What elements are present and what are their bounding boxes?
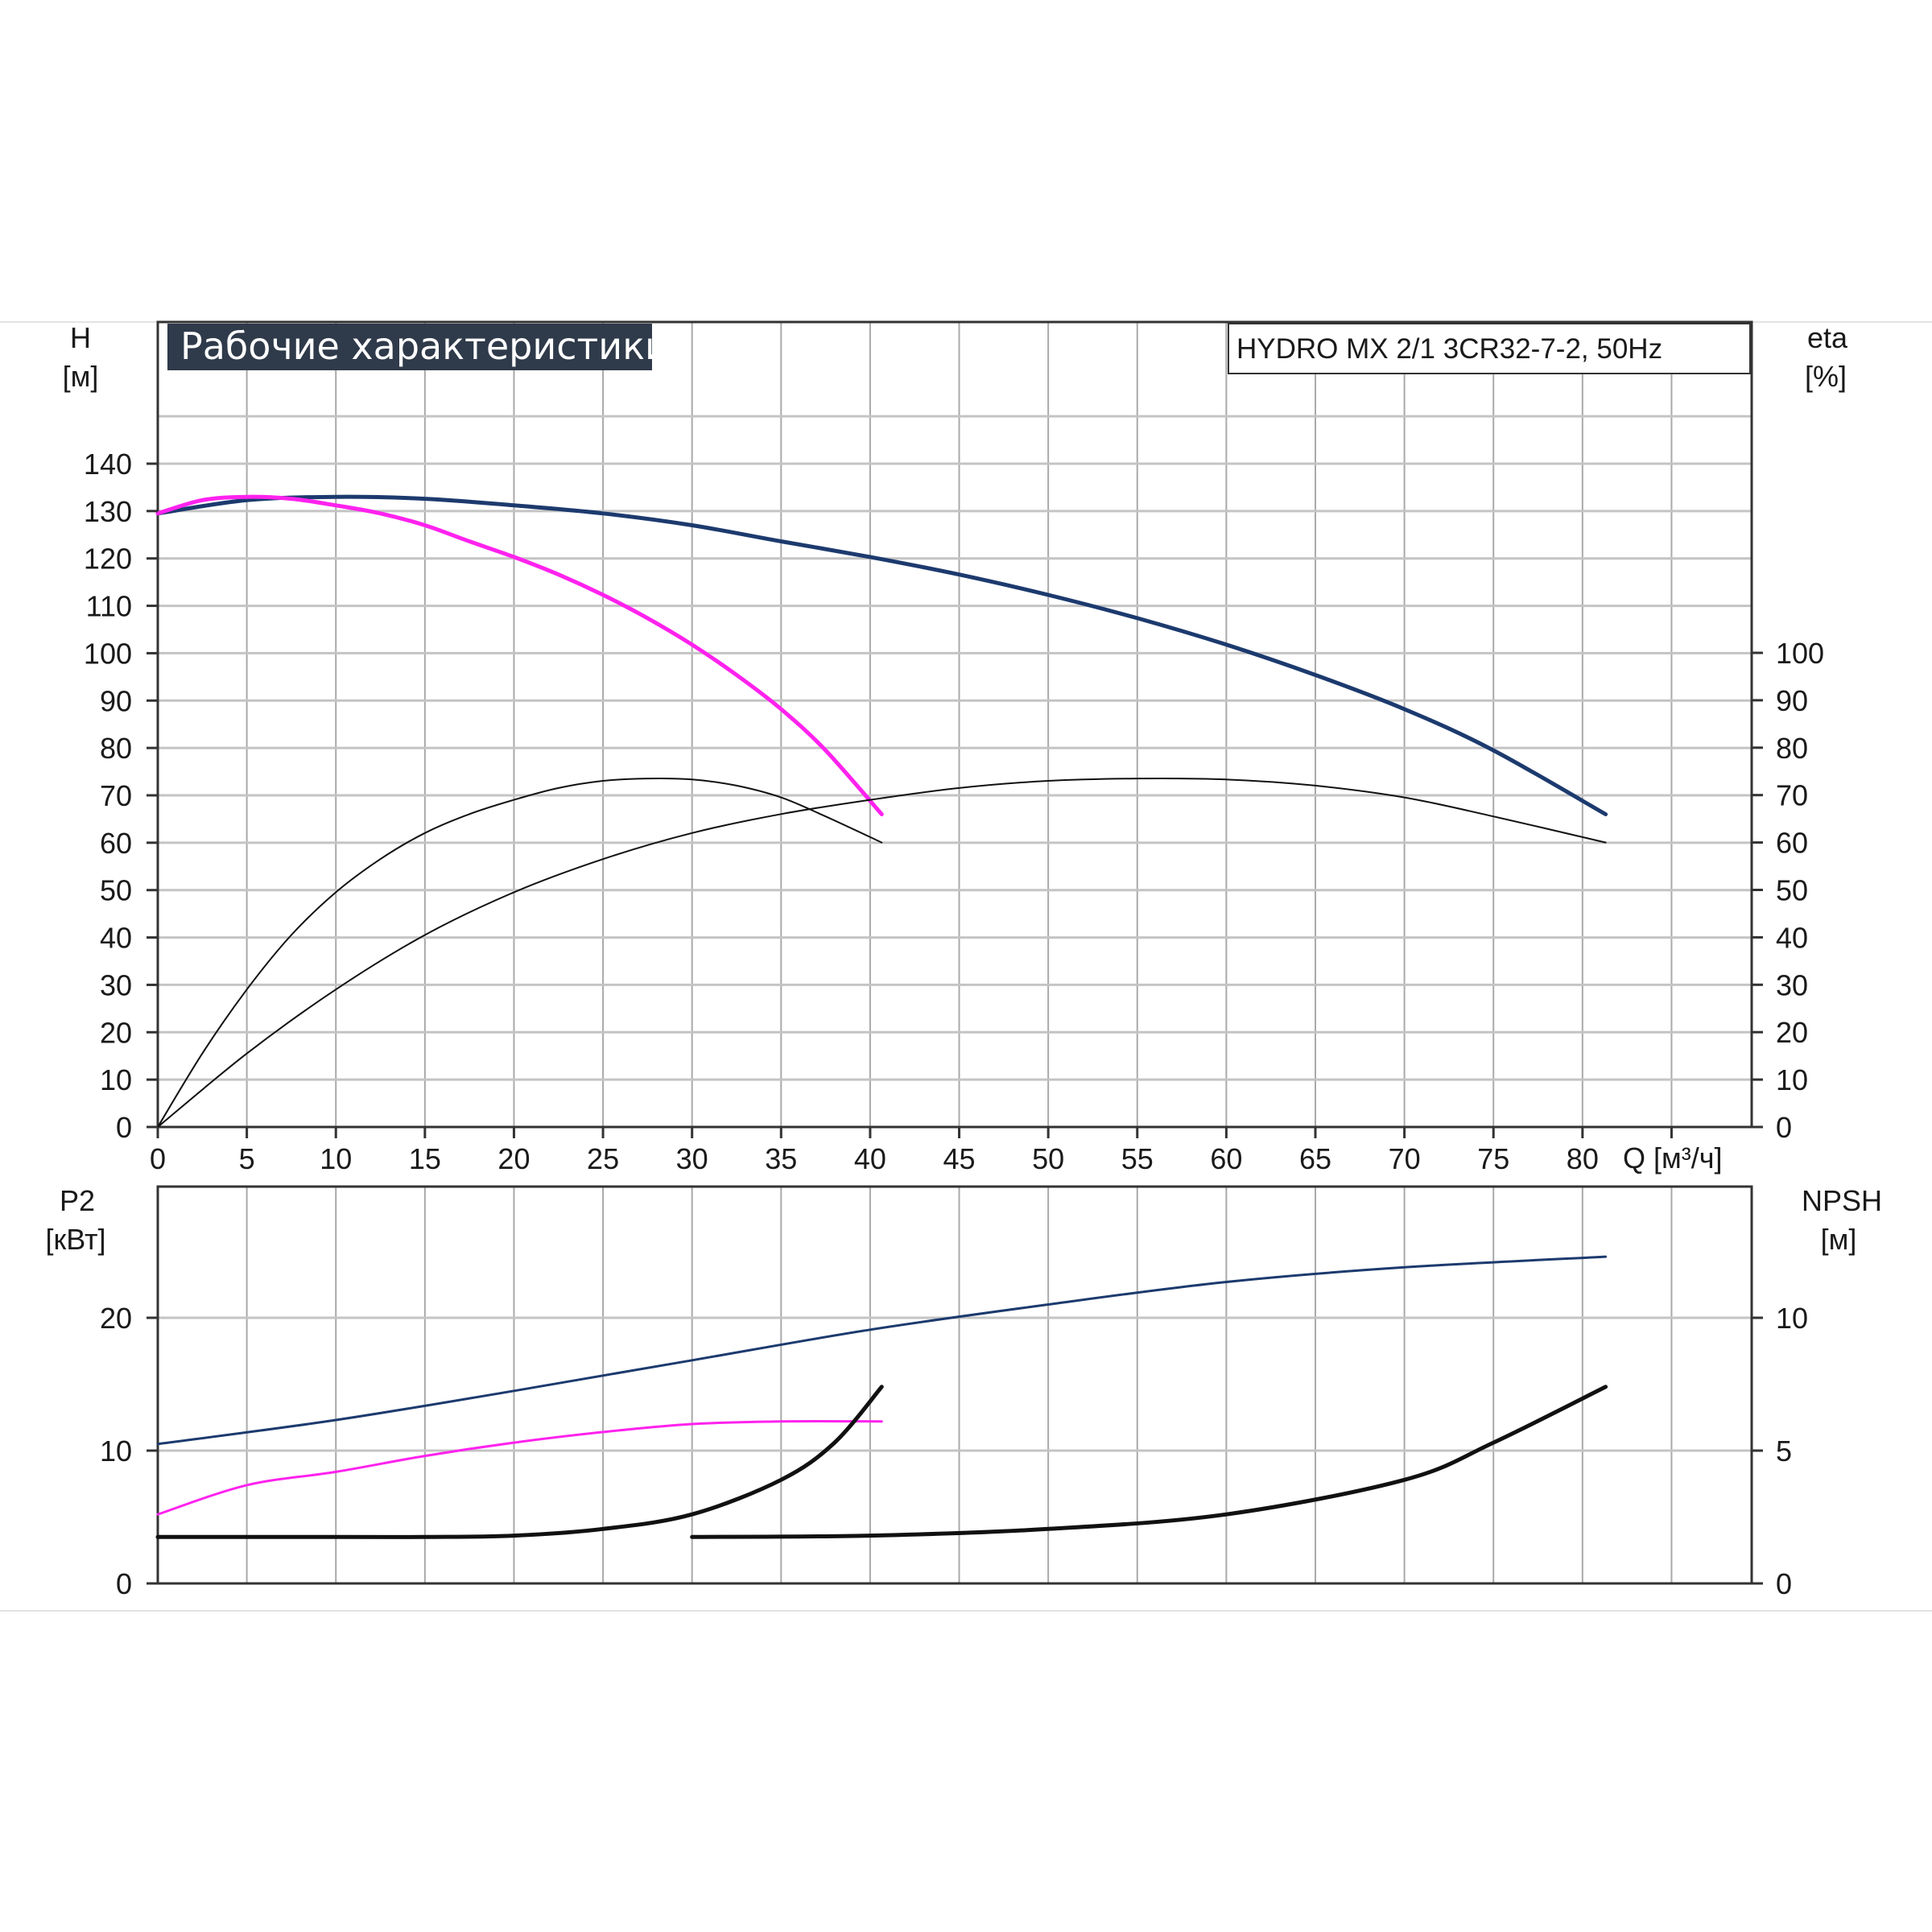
- h-tick-label: 90: [100, 684, 132, 717]
- q-tick-label: 65: [1299, 1142, 1331, 1175]
- q-tick-label: 40: [854, 1142, 886, 1175]
- bottom-series-group: [155, 1255, 1608, 1539]
- q-tick-label: 20: [497, 1142, 530, 1175]
- bottom-plot-frame: [156, 1185, 1753, 1585]
- eta-tick-label: 60: [1776, 827, 1808, 860]
- bottom-series-line: [690, 1385, 1608, 1539]
- power-npsh-panel: 0 10 20 0 5 10 P2 [кВт] NPSH [м]: [45, 1184, 1882, 1600]
- p2-axis-unit: [кВт]: [45, 1223, 105, 1256]
- h-tick-label: 0: [116, 1111, 132, 1144]
- npsh-axis-label: NPSH: [1802, 1184, 1882, 1217]
- h-axis-label: H: [70, 321, 91, 354]
- npsh-tick-label: 0: [1776, 1567, 1792, 1600]
- h-tick-label: 30: [100, 968, 132, 1001]
- h-tick-label: 70: [100, 779, 132, 812]
- eta-axis-unit: [%]: [1805, 360, 1847, 393]
- eta-tick-label: 90: [1776, 684, 1808, 717]
- eta-tick-label: 100: [1776, 637, 1824, 670]
- q-tick-label: 5: [239, 1142, 255, 1175]
- h-tick-label: 10: [100, 1063, 132, 1096]
- q-tick-label: 15: [409, 1142, 441, 1175]
- chart-title: Рабочие характеристики: [180, 324, 669, 368]
- eta-tick-label: 40: [1776, 921, 1808, 954]
- top-vertical-grid: [246, 322, 1673, 1127]
- q-tick-label: 80: [1567, 1142, 1599, 1175]
- q-axis-label: Q [м³/ч]: [1623, 1141, 1723, 1174]
- p2-tick-label: 10: [100, 1435, 132, 1468]
- npsh-tick-label: 10: [1776, 1302, 1808, 1335]
- h-tick-label: 50: [100, 874, 132, 907]
- bottom-horizontal-grid: [158, 1316, 1752, 1452]
- eta-tick-label: 70: [1776, 779, 1808, 812]
- q-tick-label: 10: [320, 1142, 352, 1175]
- h-tick-label: 140: [84, 448, 132, 481]
- q-tick-label: 75: [1477, 1142, 1509, 1175]
- eta-tick-label: 0: [1776, 1111, 1792, 1144]
- top-series-line: [155, 494, 884, 816]
- model-box: [1228, 323, 1751, 374]
- eta-tick-label: 30: [1776, 968, 1808, 1001]
- h-tick-label: 130: [84, 495, 132, 528]
- top-horizontal-grid: [158, 415, 1752, 1081]
- q-tick-label: 70: [1389, 1142, 1421, 1175]
- bottom-series-line: [155, 1385, 884, 1539]
- h-tick-label: 60: [100, 827, 132, 860]
- h-tick-label: 40: [100, 922, 132, 955]
- npsh-tick-label: 5: [1776, 1435, 1792, 1468]
- q-tick-label: 35: [765, 1142, 797, 1175]
- model-label: HYDRO MX 2/1 3CR32-7-2, 50Hz: [1236, 333, 1662, 365]
- h-axis-unit: [м]: [63, 360, 99, 393]
- top-series-line: [155, 494, 1608, 816]
- q-tick-label: 55: [1121, 1142, 1154, 1175]
- title-banner: [167, 324, 652, 370]
- q-tick-label: 45: [943, 1142, 976, 1175]
- top-plot-frame: [156, 320, 1753, 1129]
- npsh-axis-unit: [м]: [1821, 1223, 1857, 1256]
- q-tick-label: 0: [150, 1142, 166, 1175]
- h-tick-label: 120: [84, 543, 132, 576]
- top-series-group: [155, 494, 1608, 1128]
- h-tick-label: 80: [100, 732, 132, 765]
- head-efficiency-panel: 0102030405060708090100110120130140010203…: [63, 320, 1848, 1175]
- top-series-line: [157, 777, 1607, 1128]
- q-tick-label: 30: [676, 1142, 708, 1175]
- bottom-series-line: [156, 1419, 883, 1516]
- h-tick-label: 110: [86, 590, 132, 623]
- q-tick-label: 60: [1210, 1142, 1242, 1175]
- p2-tick-label: 20: [100, 1302, 132, 1335]
- bottom-vertical-grid: [246, 1187, 1673, 1583]
- h-tick-label: 100: [84, 637, 132, 670]
- eta-tick-label: 10: [1776, 1063, 1808, 1096]
- p2-axis-label: P2: [60, 1184, 95, 1217]
- bottom-series-line: [156, 1255, 1608, 1446]
- bottom-axis-ticks: 0 10 20 0 5 10: [100, 1302, 1808, 1600]
- eta-tick-label: 50: [1776, 874, 1808, 907]
- q-tick-label: 50: [1032, 1142, 1064, 1175]
- h-tick-label: 20: [100, 1016, 132, 1049]
- q-tick-label: 25: [587, 1142, 619, 1175]
- eta-tick-label: 20: [1776, 1016, 1808, 1049]
- eta-tick-label: 80: [1776, 732, 1808, 765]
- top-axis-ticks: 0102030405060708090100110120130140010203…: [84, 448, 1824, 1175]
- p2-tick-label: 0: [116, 1567, 132, 1600]
- eta-axis-label: eta: [1807, 321, 1848, 354]
- top-series-line: [157, 777, 883, 1128]
